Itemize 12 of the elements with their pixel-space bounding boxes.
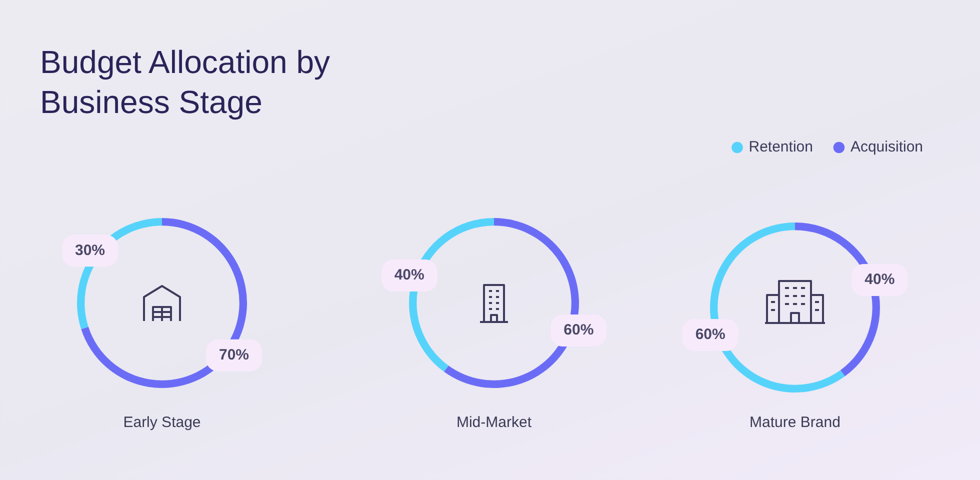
legend-label: Acquisition (850, 138, 924, 156)
data-label: 70% (218, 346, 250, 364)
legend-label: Retention (748, 138, 813, 156)
text: Mid-Market (455, 414, 532, 431)
text: Early Stage (122, 414, 202, 431)
data-label: 40% (394, 266, 424, 284)
data-label: 60% (695, 326, 726, 344)
data-label: 60% (564, 322, 594, 339)
data-label: 40% (864, 271, 895, 288)
chart-title: Budget Allocation by Business Stage (40, 43, 331, 122)
data-label: 30% (74, 242, 106, 259)
text: Mature Brand (748, 414, 842, 431)
